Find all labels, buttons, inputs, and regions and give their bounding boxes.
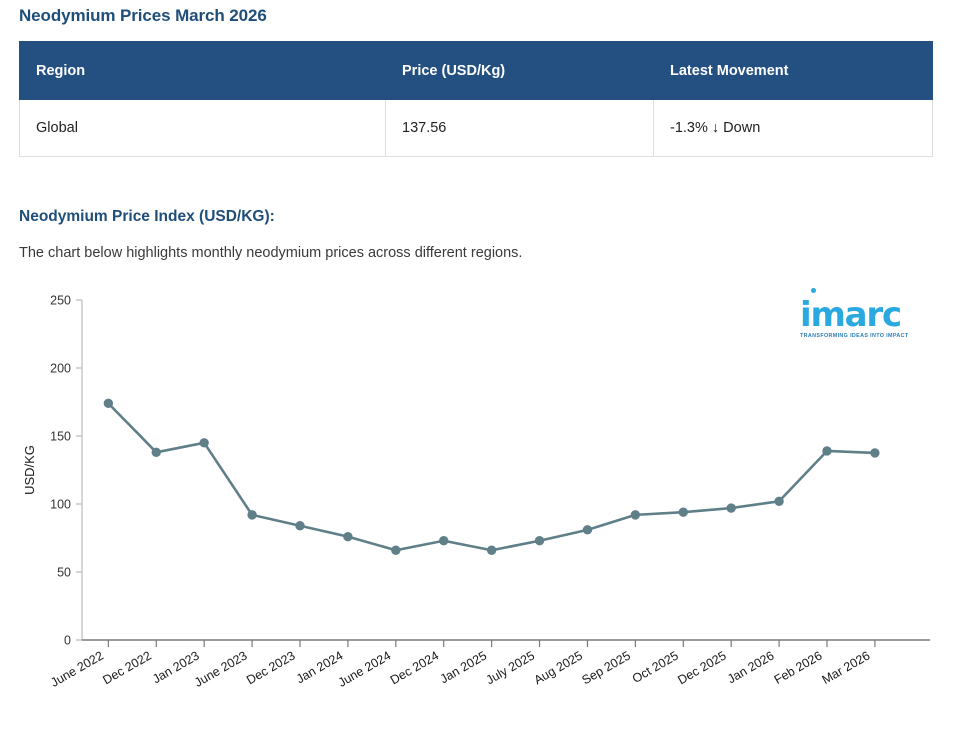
data-point[interactable] (726, 503, 736, 513)
data-point[interactable] (295, 521, 305, 531)
x-axis-tick-label: Dec 2023 (244, 648, 297, 687)
chart-section-heading: Neodymium Price Index (USD/KG): (19, 208, 275, 225)
x-axis-tick-label: July 2025 (484, 648, 537, 687)
x-axis-tick-label: June 2024 (336, 648, 394, 689)
data-point[interactable] (199, 438, 209, 448)
cell-price: 137.56 (385, 99, 654, 157)
x-axis-tick-label: June 2023 (192, 648, 250, 689)
price-table: Region Price (USD/Kg) Latest Movement Gl… (19, 41, 933, 157)
data-point[interactable] (678, 507, 688, 517)
table-head: Region Price (USD/Kg) Latest Movement (19, 41, 933, 100)
column-header-region: Region (19, 41, 386, 100)
series-line-global (107, 402, 877, 552)
x-axis-tick-label: Feb 2026 (772, 648, 825, 687)
data-point[interactable] (774, 496, 784, 506)
x-axis-tick-label: Mar 2026 (820, 648, 873, 687)
logo-wordmark: imarc (800, 295, 902, 335)
x-axis-tick-label: Dec 2024 (388, 648, 441, 687)
table-body: Global 137.56 -1.3% ↓ Down (19, 99, 933, 157)
column-header-price: Price (USD/Kg) (385, 41, 654, 100)
y-axis-tick-label: 150 (50, 430, 71, 444)
data-point[interactable] (103, 398, 114, 409)
cell-latest-movement: -1.3% ↓ Down (653, 99, 933, 157)
data-point[interactable] (247, 510, 257, 520)
y-axis-tick-label: 50 (57, 566, 71, 580)
page-title: Neodymium Prices March 2026 (19, 6, 267, 25)
data-point[interactable] (822, 446, 832, 456)
data-point[interactable] (439, 536, 449, 546)
data-point[interactable] (630, 510, 641, 520)
y-axis-tick-label: 250 (50, 294, 71, 308)
cell-region: Global (19, 99, 386, 157)
data-point[interactable] (343, 531, 353, 542)
x-axis-tick-label: Jan 2025 (438, 648, 490, 686)
column-header-latest-movement: Latest Movement (653, 41, 933, 100)
y-axis-title: USD/KG (22, 445, 37, 495)
logo-dot-icon (811, 288, 816, 293)
x-axis-tick-label: Sep 2025 (579, 648, 632, 687)
x-axis-tick-label: Oct 2025 (630, 648, 681, 686)
imarc-logo: imarc TRANSFORMING IDEAS INTO IMPACT (800, 288, 932, 340)
y-axis-tick-label: 200 (50, 362, 71, 376)
x-axis-tick-label: June 2022 (48, 648, 106, 689)
data-point[interactable] (391, 545, 401, 555)
logo-tagline: TRANSFORMING IDEAS INTO IMPACT (800, 333, 909, 339)
y-axis-tick-label: 100 (50, 498, 71, 512)
table-header-row: Region Price (USD/Kg) Latest Movement (19, 41, 933, 100)
data-point[interactable] (151, 447, 161, 458)
x-axis-tick-label: Dec 2022 (100, 648, 153, 687)
data-point[interactable] (486, 545, 497, 555)
table-row: Global 137.56 -1.3% ↓ Down (19, 99, 933, 157)
chart-section-description: The chart below highlights monthly neody… (19, 245, 523, 261)
x-axis-tick-label: Aug 2025 (532, 648, 585, 687)
x-axis-tick-label: Dec 2025 (675, 648, 728, 687)
price-index-chart: 0 50 100 150 200 250 USD/KG June 2022 Dec 2022 Ja… (0, 280, 959, 730)
y-axis-tick-label: 0 (64, 634, 71, 648)
data-point[interactable] (582, 525, 593, 535)
data-point[interactable] (870, 448, 880, 458)
data-point[interactable] (534, 536, 545, 546)
x-axis-tick-label: Jan 2026 (725, 648, 777, 686)
